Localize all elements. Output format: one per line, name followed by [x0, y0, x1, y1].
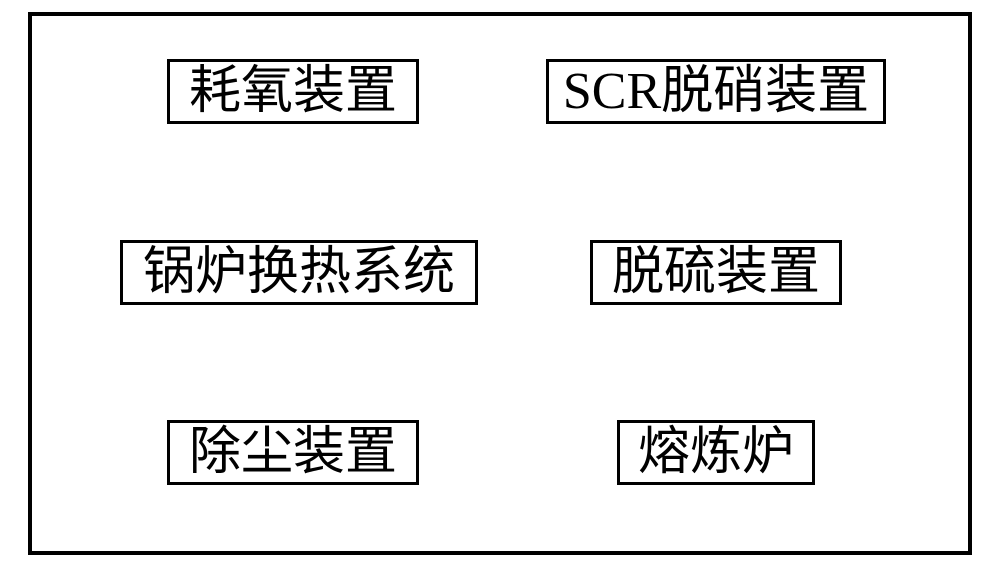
- box-label: SCR脱硝装置: [563, 66, 869, 118]
- box-boiler-heat-exchange-system: 锅炉换热系统: [120, 240, 478, 305]
- box-label: 脱硫装置: [612, 247, 820, 299]
- box-oxygen-consumption-device: 耗氧装置: [167, 59, 419, 124]
- box-label: 熔炼炉: [638, 427, 794, 479]
- box-label: 锅炉换热系统: [143, 247, 455, 299]
- box-label: 除尘装置: [189, 427, 397, 479]
- box-scr-denitration-device: SCR脱硝装置: [546, 59, 886, 124]
- box-smelting-furnace: 熔炼炉: [617, 420, 815, 485]
- box-dust-removal-device: 除尘装置: [167, 420, 419, 485]
- box-desulfurization-device: 脱硫装置: [590, 240, 842, 305]
- box-label: 耗氧装置: [189, 66, 397, 118]
